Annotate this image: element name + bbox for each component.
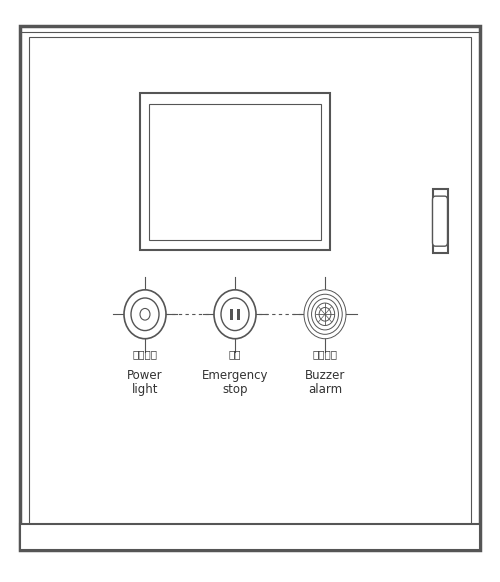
Text: stop: stop [222, 383, 248, 396]
Circle shape [312, 299, 338, 330]
Text: Emergency: Emergency [202, 369, 268, 382]
Circle shape [124, 290, 166, 339]
Circle shape [308, 294, 342, 334]
Circle shape [214, 290, 256, 339]
Text: Touch screen: Touch screen [190, 172, 280, 187]
Bar [432, 189, 448, 253]
Circle shape [221, 298, 249, 331]
Bar [149, 104, 321, 240]
Text: 急停: 急停 [229, 349, 241, 359]
Bar [140, 93, 330, 250]
Text: Buzzer: Buzzer [305, 369, 345, 382]
Circle shape [140, 308, 150, 320]
Text: Power: Power [127, 369, 163, 382]
Text: 蜂鸣报警: 蜂鸣报警 [312, 349, 338, 359]
Bar [230, 309, 234, 320]
Bar [20, 524, 480, 550]
Circle shape [304, 290, 346, 339]
Circle shape [319, 307, 331, 321]
Text: alarm: alarm [308, 383, 342, 396]
Text: □ ○ ▷ ◁: □ ○ ▷ ◁ [286, 226, 316, 232]
Text: 电源指示: 电源指示 [132, 349, 158, 359]
Bar [236, 309, 240, 320]
Text: light: light [132, 383, 158, 396]
Circle shape [131, 298, 159, 331]
Bar [29, 37, 471, 540]
Text: 触摸屏: 触摸屏 [222, 146, 248, 160]
Circle shape [316, 303, 334, 325]
FancyBboxPatch shape [432, 196, 448, 246]
